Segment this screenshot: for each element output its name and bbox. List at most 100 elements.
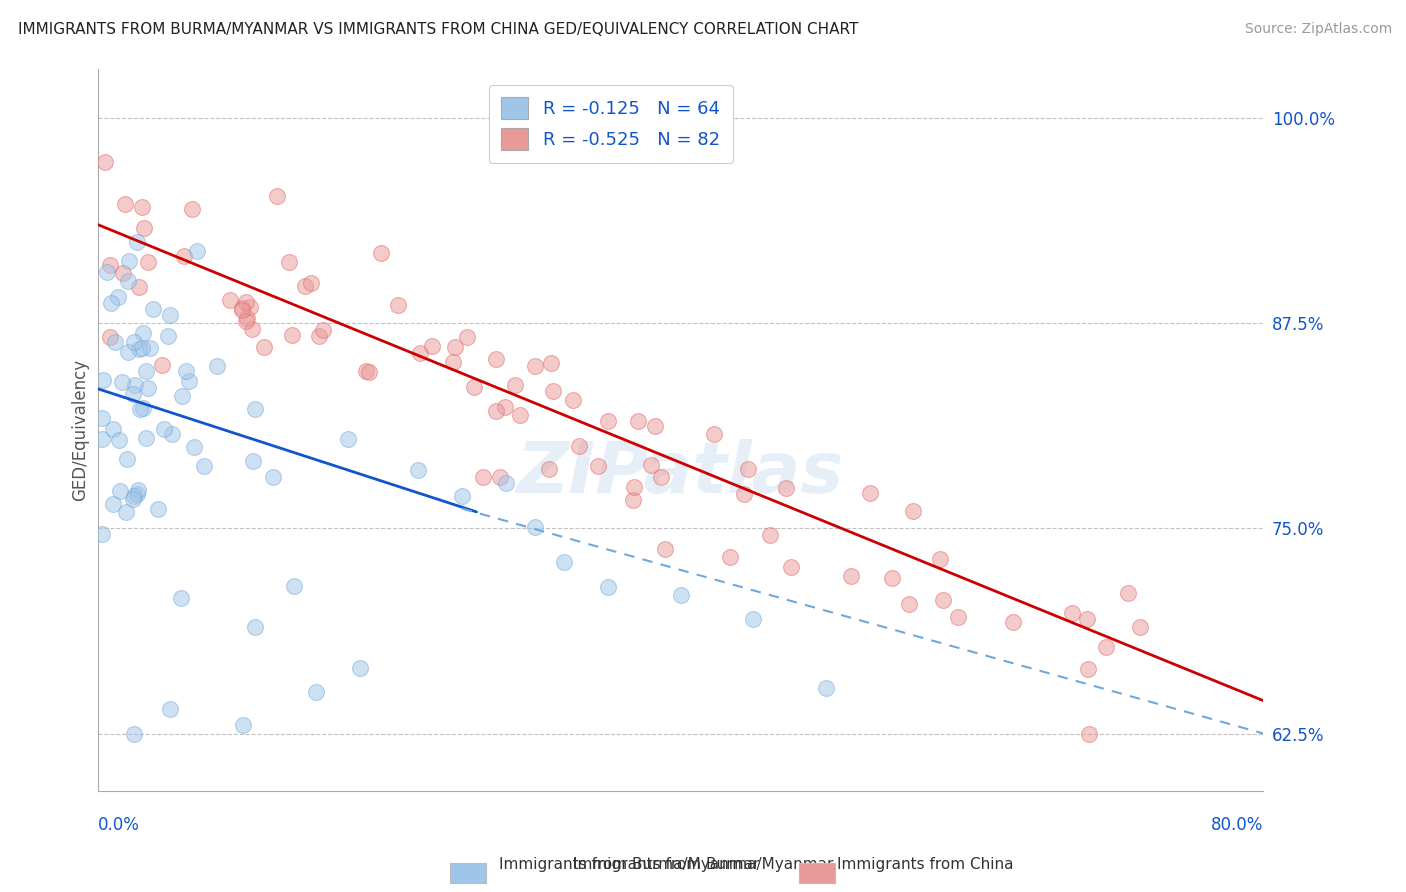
Point — [118, 254, 141, 268]
Point — [441, 355, 464, 369]
Y-axis label: GED/Equivalency: GED/Equivalency — [72, 359, 89, 500]
Point — [815, 681, 838, 695]
Point — [456, 330, 478, 344]
Text: IMMIGRANTS FROM BURMA/MYANMAR VS IMMIGRANTS FROM CHINA GED/EQUIVALENCY CORRELATI: IMMIGRANTS FROM BURMA/MYANMAR VS IMMIGRA… — [18, 22, 859, 37]
Point — [232, 718, 254, 732]
Point — [737, 461, 759, 475]
Point — [1077, 662, 1099, 676]
Point — [669, 588, 692, 602]
Legend: R = -0.125   N = 64, R = -0.525   N = 82: R = -0.125 N = 64, R = -0.525 N = 82 — [488, 85, 733, 163]
Point — [839, 569, 862, 583]
Point — [654, 542, 676, 557]
Point — [354, 364, 377, 378]
Point — [142, 301, 165, 316]
Point — [174, 364, 197, 378]
Point — [775, 482, 797, 496]
Point — [420, 339, 443, 353]
Point — [183, 441, 205, 455]
Point — [485, 403, 508, 417]
Point — [122, 726, 145, 740]
Point — [253, 340, 276, 354]
Text: Source: ZipAtlas.com: Source: ZipAtlas.com — [1244, 22, 1392, 37]
Point — [122, 489, 145, 503]
Point — [170, 389, 193, 403]
Point — [127, 235, 149, 249]
Text: ZIPatlas: ZIPatlas — [517, 439, 844, 508]
Point — [159, 702, 181, 716]
Point — [1077, 726, 1099, 740]
Point — [114, 197, 136, 211]
Point — [463, 380, 485, 394]
Point — [349, 661, 371, 675]
Point — [1116, 586, 1139, 600]
Point — [136, 381, 159, 395]
Point — [104, 335, 127, 350]
Point — [231, 301, 253, 315]
Point — [1129, 620, 1152, 634]
Point — [858, 486, 880, 500]
Text: Immigrants from China: Immigrants from China — [837, 857, 1014, 872]
Point — [98, 330, 121, 344]
Point — [135, 431, 157, 445]
Point — [541, 384, 564, 399]
Point — [239, 300, 262, 314]
Point — [107, 433, 129, 447]
Point — [509, 408, 531, 422]
Point — [471, 469, 494, 483]
Point — [444, 340, 467, 354]
Point — [903, 504, 925, 518]
Text: Immigrants from Burma/Myanmar: Immigrants from Burma/Myanmar — [499, 857, 759, 872]
Point — [128, 343, 150, 357]
Point — [173, 249, 195, 263]
Point — [181, 202, 204, 217]
Point — [294, 278, 316, 293]
Point — [586, 458, 609, 473]
Point — [170, 591, 193, 606]
Point — [124, 378, 146, 392]
Point — [131, 200, 153, 214]
Point — [108, 483, 131, 498]
Point — [299, 277, 322, 291]
Point — [100, 296, 122, 310]
Point — [488, 470, 510, 484]
Point — [409, 345, 432, 359]
Point — [193, 458, 215, 473]
Point — [623, 480, 645, 494]
Point — [96, 265, 118, 279]
Point — [132, 220, 155, 235]
Point — [880, 571, 903, 585]
Point — [219, 293, 242, 307]
Point — [553, 555, 575, 569]
Point — [128, 280, 150, 294]
Point — [205, 359, 228, 374]
Point — [503, 377, 526, 392]
Point — [406, 463, 429, 477]
Point — [387, 298, 409, 312]
Point — [91, 411, 114, 425]
Text: Immigrants from Burma/Myanmar: Immigrants from Burma/Myanmar — [572, 857, 834, 872]
Point — [115, 506, 138, 520]
Point — [242, 322, 264, 336]
Point — [101, 421, 124, 435]
Point — [243, 620, 266, 634]
Point — [758, 527, 780, 541]
Text: 0.0%: 0.0% — [97, 815, 139, 834]
Point — [138, 255, 160, 269]
Point — [538, 462, 561, 476]
Point — [242, 453, 264, 467]
Point — [132, 401, 155, 415]
Point — [177, 374, 200, 388]
Point — [117, 345, 139, 359]
Point — [494, 400, 516, 414]
Point — [111, 375, 134, 389]
Point — [138, 342, 160, 356]
Point — [540, 356, 562, 370]
Point — [561, 393, 583, 408]
Point — [135, 363, 157, 377]
Point — [312, 323, 335, 337]
Point — [262, 470, 284, 484]
Point — [650, 469, 672, 483]
Point — [132, 326, 155, 341]
Point — [946, 610, 969, 624]
Point — [94, 155, 117, 169]
